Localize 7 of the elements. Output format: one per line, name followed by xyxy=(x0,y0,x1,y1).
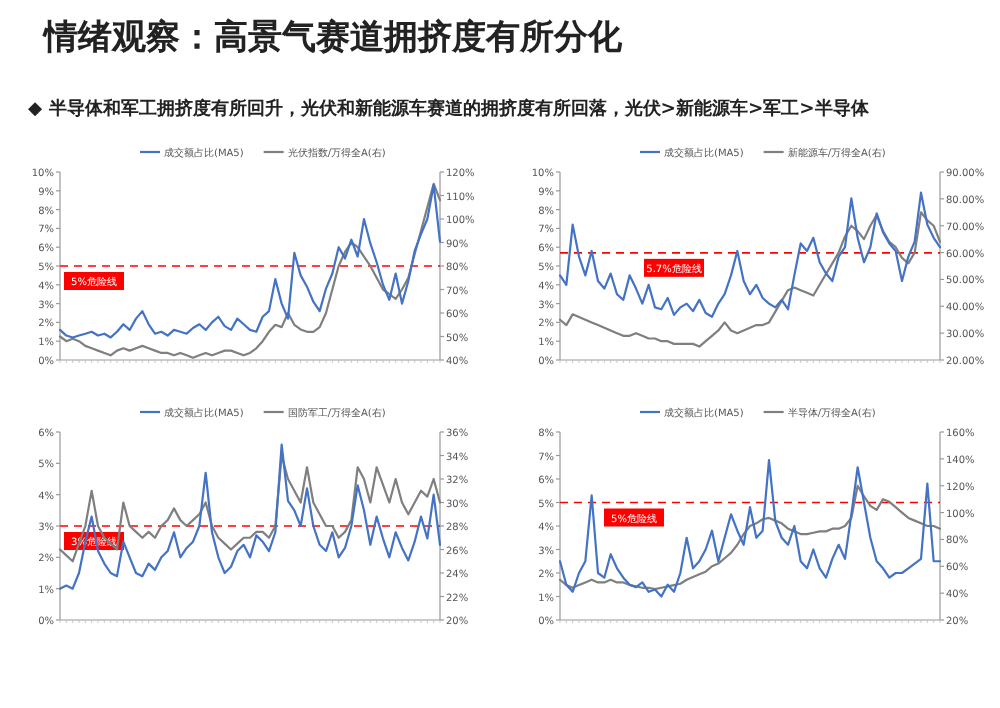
line-series xyxy=(558,211,942,348)
chart-subtitle: ◆ 半导体和军工拥挤度有所回升，光伏和新能源车赛道的拥挤度有所回落，光伏>新能源车>军工>半导体 xyxy=(28,98,871,120)
line-series xyxy=(558,484,942,591)
line-series xyxy=(58,443,442,590)
chart-title: 情绪观察：高景气赛道拥挤度有所分化 xyxy=(42,18,624,58)
line-series xyxy=(558,459,942,598)
line-series xyxy=(558,191,942,318)
